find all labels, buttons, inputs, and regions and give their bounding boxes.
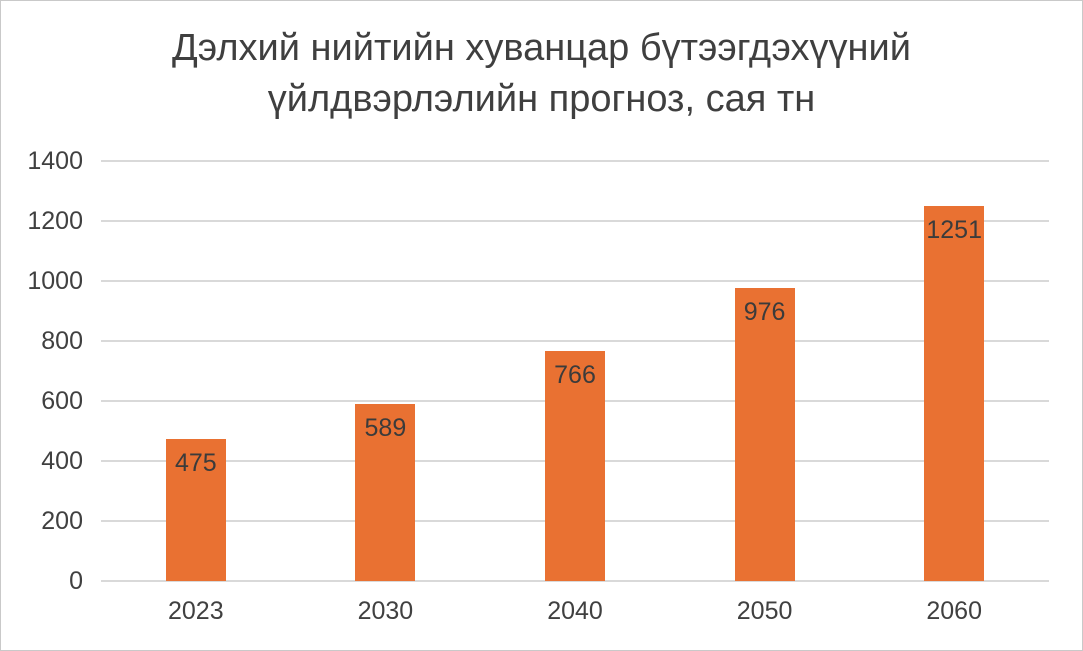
y-tick-label: 0: [69, 567, 83, 595]
chart-title-text: Дэлхий нийтийн хуванцар бүтээгдэхүүний ү…: [172, 27, 911, 121]
y-tick-label: 200: [41, 507, 83, 535]
bar-value-label-2030: 589: [364, 414, 407, 443]
plot-area: 0 200 400 600 800 1000 1200 1400 475 2023 589 2030 7…: [27, 148, 1049, 625]
y-tick-label: 400: [41, 447, 83, 475]
gridline-y-1000: [101, 280, 1049, 282]
bar-2060: 1251: [924, 205, 985, 581]
bar-2030: 589: [355, 404, 416, 581]
bar-2040: 766: [545, 351, 605, 581]
gridline-y-1200: [101, 220, 1049, 222]
x-tick-label-2030: 2030: [357, 597, 414, 625]
bar-value-label-2050: 976: [743, 298, 786, 327]
y-tick-label: 800: [41, 327, 83, 355]
y-tick-label: 1400: [27, 147, 83, 175]
gridline-y-800: [101, 340, 1049, 342]
y-tick-label: 600: [41, 387, 83, 415]
bar-value-label-2060: 1251: [926, 215, 982, 244]
chart-title: Дэлхий нийтийн хуванцар бүтээгдэхүүний ү…: [1, 23, 1082, 126]
x-tick-label-2023: 2023: [167, 597, 224, 625]
x-tick-label-2040: 2040: [547, 597, 603, 625]
x-tick-label-2060: 2060: [926, 597, 982, 625]
bar-2050: 976: [734, 288, 795, 581]
x-tick-label-2050: 2050: [736, 597, 793, 625]
bar-value-label-2023: 475: [174, 448, 217, 477]
bar-value-label-2040: 766: [554, 361, 596, 390]
gridline-y-0: [101, 580, 1049, 582]
y-tick-label: 1000: [27, 267, 83, 295]
y-tick-label: 1200: [27, 207, 83, 235]
bar-2023: 475: [165, 438, 226, 581]
gridline-y-1400: [101, 160, 1049, 162]
